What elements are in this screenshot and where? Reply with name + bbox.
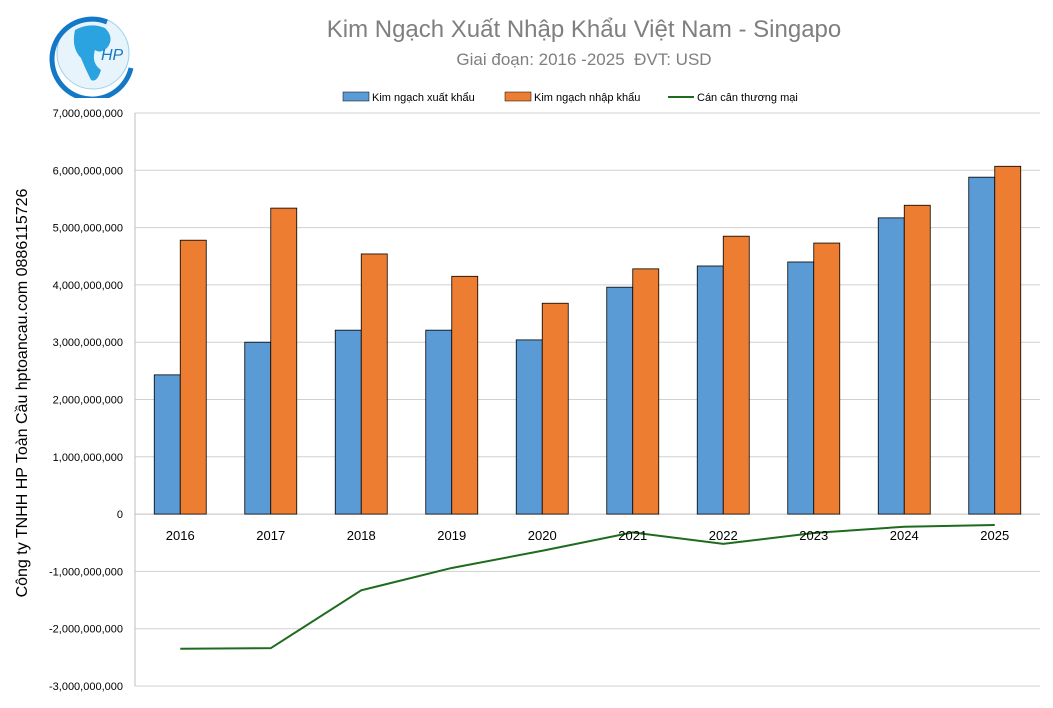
y-tick-label: 4,000,000,000 — [53, 280, 123, 292]
export-bar — [968, 176, 996, 515]
import-bar — [722, 235, 750, 515]
y-tick-label: 5,000,000,000 — [53, 223, 123, 235]
import-bar — [994, 165, 1022, 515]
import-bar — [360, 253, 388, 515]
import-bar — [903, 204, 931, 515]
x-tick-label: 2016 — [166, 528, 195, 543]
legend: Kim ngạch xuất khẩu Kim ngạch nhập khẩu Cá… — [342, 91, 798, 104]
export-bar — [334, 329, 362, 515]
y-tick-label: 7,000,000,000 — [53, 108, 123, 120]
y-tick-label: 0 — [117, 509, 123, 521]
import-bar — [270, 207, 298, 515]
legend-label: Kim ngạch xuất khẩu — [372, 92, 475, 104]
y-tick-label: -3,000,000,000 — [49, 681, 123, 693]
x-tick-label: 2018 — [347, 528, 376, 543]
y-tick-label: -1,000,000,000 — [49, 566, 123, 578]
x-tick-label: 2023 — [799, 528, 828, 543]
chart-title: Kim Ngạch Xuất Nhập Khẩu Việt Nam - Sing… — [327, 16, 842, 43]
export-bar — [877, 217, 905, 515]
x-tick-label: 2020 — [528, 528, 557, 543]
export-bar — [425, 329, 453, 515]
x-tick-label: 2021 — [618, 528, 647, 543]
legend-swatch — [504, 91, 532, 102]
y-tick-label: 2,000,000,000 — [53, 395, 123, 407]
x-tick-label: 2017 — [256, 528, 285, 543]
side-label: Công ty TNHH HP Toàn Cầu hptoancau.com 0… — [14, 188, 31, 597]
x-tick-label: 2025 — [980, 528, 1009, 543]
legend-swatch — [342, 91, 370, 102]
export-bar — [244, 341, 272, 515]
logo-text: HP — [101, 47, 124, 64]
export-bar — [696, 265, 724, 515]
chart-subtitle: Giai đoạn: 2016 -2025 ĐVT: USD — [456, 50, 711, 69]
import-bar — [179, 239, 207, 515]
import-bar — [451, 275, 479, 515]
y-tick-label: -2,000,000,000 — [49, 624, 123, 636]
hp-logo: HP — [49, 16, 134, 98]
legend-label: Cán cân thương mại — [697, 92, 798, 104]
import-bar — [541, 302, 569, 515]
legend-label: Kim ngạch nhập khẩu — [534, 92, 640, 104]
import-bar — [632, 268, 660, 515]
trade-balance-line — [180, 523, 995, 650]
export-bar — [153, 374, 181, 515]
export-bar — [606, 286, 634, 515]
x-tick-label: 2022 — [709, 528, 738, 543]
y-tick-label: 6,000,000,000 — [53, 165, 123, 177]
import-bar — [813, 242, 841, 515]
y-tick-label: 1,000,000,000 — [53, 452, 123, 464]
export-bar — [515, 339, 543, 515]
y-tick-label: 3,000,000,000 — [53, 337, 123, 349]
x-tick-label: 2019 — [437, 528, 466, 543]
export-bar — [787, 261, 815, 515]
x-tick-label: 2024 — [890, 528, 919, 543]
